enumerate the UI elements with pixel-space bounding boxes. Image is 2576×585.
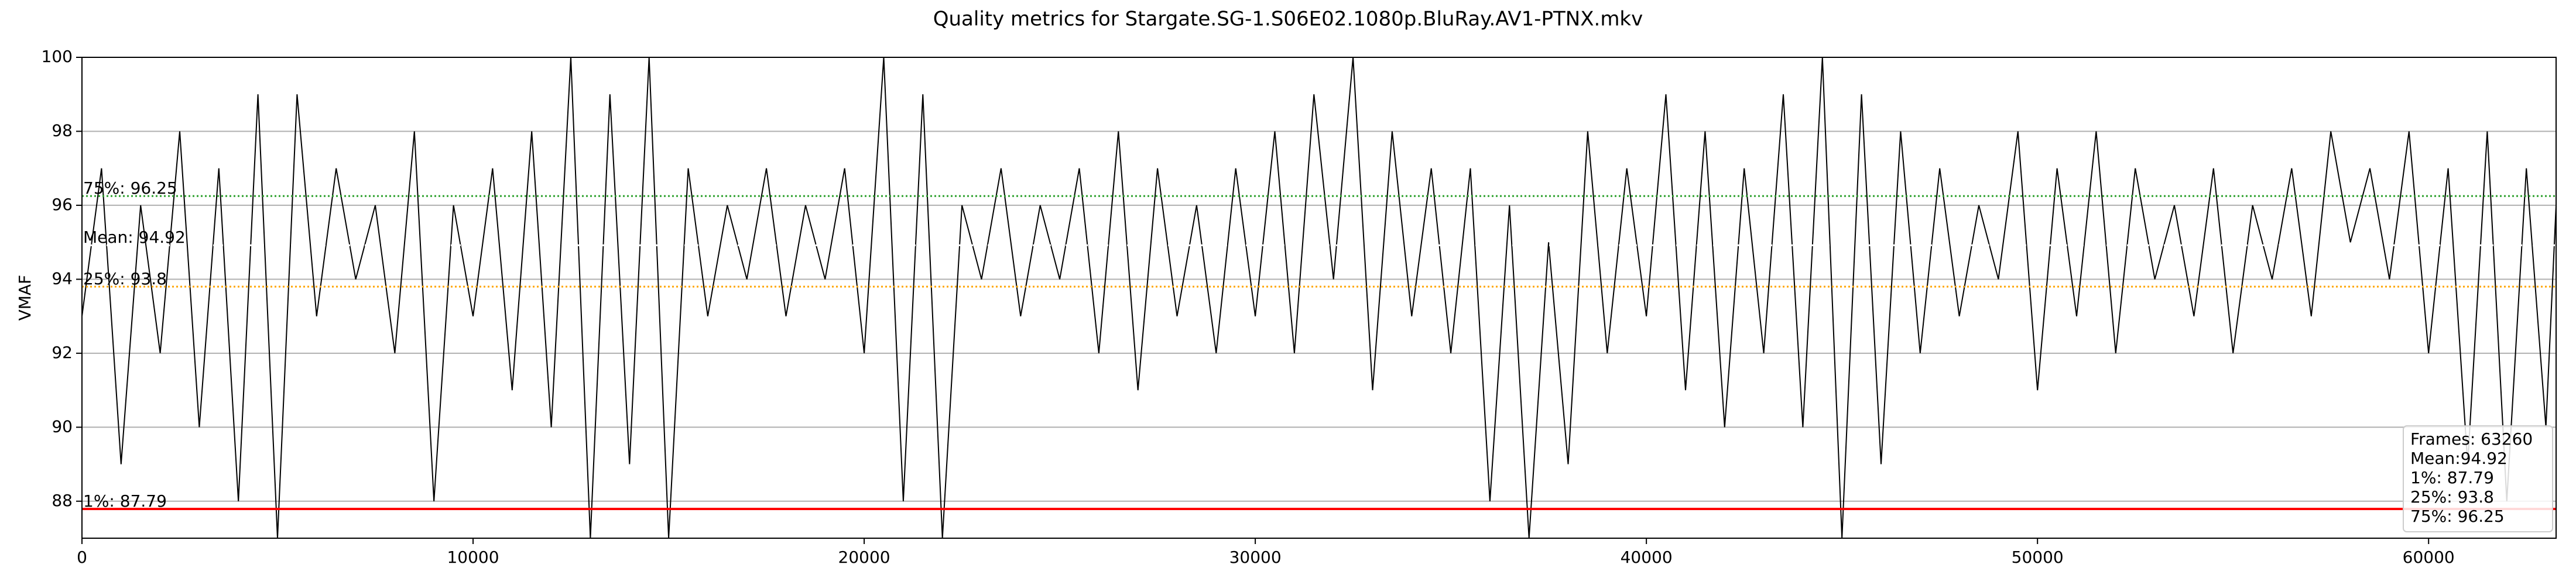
plot-area — [82, 57, 2556, 538]
x-tick-label: 20000 — [838, 548, 890, 567]
reference-label: Mean: 94.92 — [83, 228, 186, 247]
y-tick-label: 100 — [42, 47, 73, 66]
stats-box — [2403, 425, 2553, 532]
x-tick-label: 30000 — [1229, 548, 1282, 567]
y-tick-label: 96 — [52, 195, 73, 214]
x-tick-label: 60000 — [2403, 548, 2455, 567]
y-tick-label: 94 — [52, 269, 73, 288]
stats-text: 1%: 87.79 — [2410, 468, 2494, 487]
y-tick-label: 98 — [52, 121, 73, 140]
x-tick-label: 0 — [77, 548, 87, 567]
y-axis-label: VMAF — [15, 275, 35, 321]
y-tick-label: 92 — [52, 343, 73, 362]
stats-text: Mean:94.92 — [2410, 449, 2508, 468]
x-tick-label: 50000 — [2012, 548, 2064, 567]
chart-title: Quality metrics for Stargate.SG-1.S06E02… — [933, 8, 1643, 31]
x-tick-label: 40000 — [1621, 548, 1673, 567]
x-tick-label: 10000 — [447, 548, 499, 567]
stats-text: 25%: 93.8 — [2410, 487, 2494, 507]
y-tick-label: 90 — [52, 417, 73, 436]
reference-label: 1%: 87.79 — [83, 491, 167, 511]
data-line — [82, 57, 2556, 538]
reference-label: 75%: 96.25 — [83, 178, 177, 198]
reference-label: 25%: 93.8 — [83, 269, 167, 288]
plot-frame — [81, 57, 2557, 539]
y-tick-label: 88 — [52, 491, 73, 510]
stats-text: Frames: 63260 — [2410, 429, 2533, 449]
stats-text: 75%: 96.25 — [2410, 507, 2505, 526]
